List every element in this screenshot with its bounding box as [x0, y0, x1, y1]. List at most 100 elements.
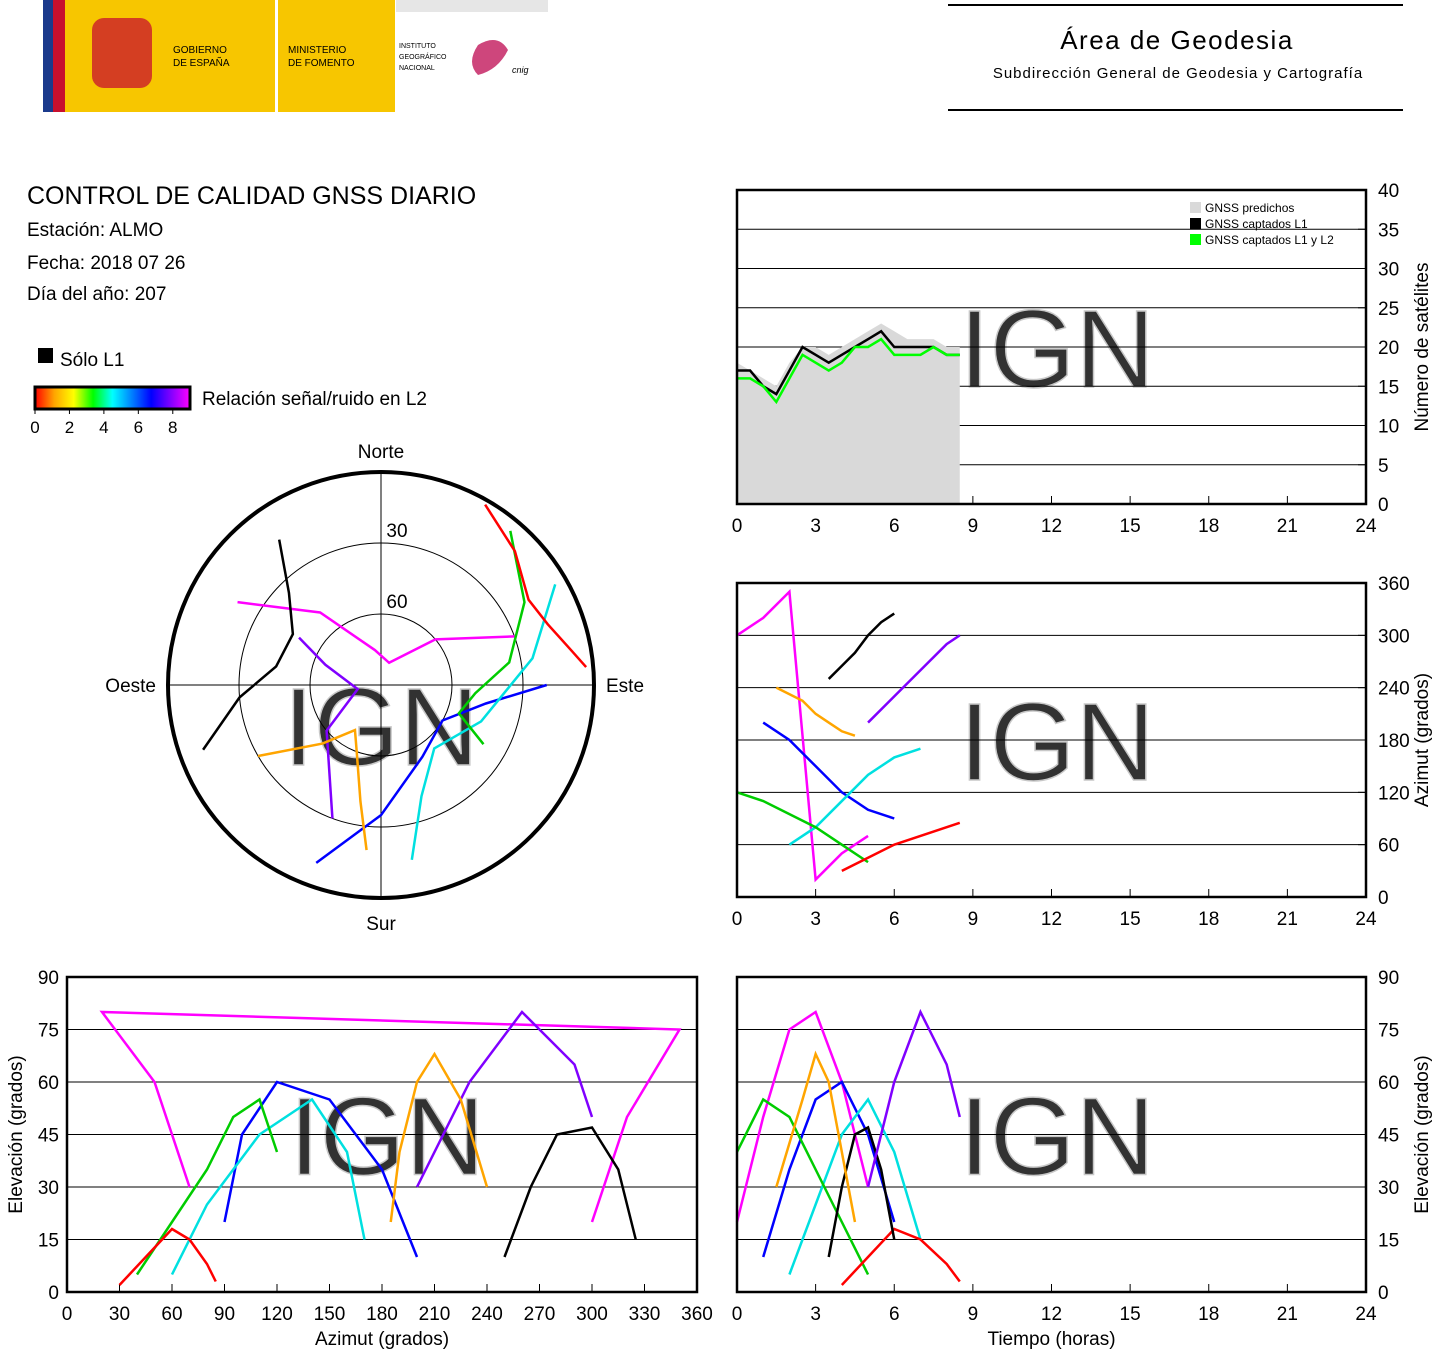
colorbar-tick-label: 2 [65, 418, 74, 437]
y-tick-label: 90 [1378, 968, 1399, 989]
cnig-logo [472, 40, 508, 75]
y-tick-label: 15 [1378, 1231, 1399, 1252]
x-tick-label: 180 [366, 1304, 398, 1325]
sky-track [298, 636, 360, 819]
plot-frame [65, 975, 699, 1294]
legend-label: GNSS captados L1 [1205, 217, 1308, 231]
y-tick-label: 300 [1378, 626, 1410, 647]
x-tick-label: 270 [524, 1304, 556, 1325]
track [775, 1050, 857, 1223]
plot-frame [735, 975, 1368, 1294]
report-title: CONTROL DE CALIDAD GNSS DIARIO [27, 182, 476, 210]
x-tick-label: 18 [1198, 516, 1219, 537]
coat-of-arms [92, 18, 152, 88]
x-tick-label: 120 [261, 1304, 293, 1325]
ring-label: 30 [386, 521, 407, 542]
track [503, 1126, 637, 1258]
x-tick-label: 12 [1041, 909, 1062, 930]
institute-text: GEOGRÁFICO [399, 52, 447, 61]
area [737, 323, 960, 504]
y-tick-label: 0 [1378, 888, 1389, 909]
sky-track [202, 539, 295, 751]
x-tick-label: 9 [968, 516, 979, 537]
legend-swatch [1190, 218, 1201, 229]
x-tick-label: 300 [576, 1304, 608, 1325]
y-tick-label: 30 [38, 1178, 59, 1199]
legend-swatch [1190, 202, 1201, 213]
y-axis-label: Azimut (grados) [1412, 673, 1433, 807]
x-tick-label: 15 [1120, 516, 1141, 537]
y-tick-label: 25 [1378, 299, 1399, 320]
y-tick-label: 40 [1378, 181, 1399, 202]
y-tick-label: 0 [1378, 495, 1389, 516]
track [737, 329, 960, 396]
x-tick-label: 3 [810, 909, 821, 930]
x-tick-label: 0 [732, 1304, 743, 1325]
x-tick-label: 15 [1120, 1304, 1141, 1325]
legend-swatch [1190, 234, 1201, 245]
track [735, 1097, 870, 1276]
ring-label: 60 [386, 592, 407, 613]
x-tick-label: 21 [1277, 1304, 1298, 1325]
subdirection: Subdirección General de Geodesia y Carto… [993, 65, 1363, 82]
track [775, 686, 856, 737]
track [415, 1010, 594, 1188]
y-tick-label: 15 [38, 1231, 59, 1252]
x-tick-label: 30 [109, 1304, 130, 1325]
sky-track [315, 683, 548, 864]
y-tick-label: 10 [1378, 417, 1399, 438]
y-tick-label: 60 [1378, 836, 1399, 857]
colorbar-tick-label: 4 [99, 418, 108, 437]
direction-label: Sur [366, 914, 396, 935]
track [866, 1008, 961, 1188]
horizon [166, 470, 596, 900]
track [788, 747, 921, 846]
track [99, 1010, 682, 1223]
x-tick-label: 150 [314, 1304, 346, 1325]
y-tick-label: 45 [38, 1126, 59, 1147]
track [736, 791, 869, 864]
direction-label: Oeste [105, 676, 156, 697]
logo-block: GOBIERNO DE ESPAÑA MINISTERIO DE FOMENTO… [43, 0, 548, 112]
l1-swatch [38, 348, 53, 363]
plot-frame [735, 581, 1368, 899]
x-tick-label: 6 [889, 1304, 900, 1325]
y-tick-label: 45 [1378, 1126, 1399, 1147]
y-tick-label: 240 [1378, 679, 1410, 700]
ministry-block [278, 0, 395, 112]
y-tick-label: 120 [1378, 783, 1410, 804]
sky-track [237, 600, 515, 665]
x-tick-label: 12 [1041, 516, 1062, 537]
track [788, 1097, 922, 1275]
x-tick-label: 0 [732, 909, 743, 930]
track [762, 721, 895, 820]
x-tick-label: 21 [1277, 909, 1298, 930]
track [841, 821, 961, 872]
track [223, 1080, 419, 1258]
track [735, 1010, 870, 1223]
ministry-text: MINISTERIO [288, 45, 347, 56]
track [867, 634, 961, 724]
y-tick-label: 90 [38, 968, 59, 989]
colorbar-tick-label: 8 [168, 418, 177, 437]
date: Fecha: 2018 07 26 [27, 253, 185, 274]
institute-bar [396, 0, 548, 12]
x-tick-label: 12 [1041, 1304, 1062, 1325]
x-tick-label: 15 [1120, 909, 1141, 930]
track [840, 1227, 961, 1286]
watermark: IGN [959, 1076, 1155, 1199]
x-tick-label: 210 [419, 1304, 451, 1325]
watermark: IGN [959, 681, 1155, 804]
y-tick-label: 0 [1378, 1283, 1389, 1304]
sky-track [410, 584, 557, 860]
track [736, 588, 869, 883]
area-title: Área de Geodesia [1060, 25, 1294, 55]
watermark: IGN [959, 288, 1155, 411]
track [827, 1125, 896, 1258]
x-tick-label: 360 [681, 1304, 713, 1325]
institute-text: NACIONAL [399, 65, 435, 72]
ministry-text: DE FOMENTO [288, 58, 355, 69]
track [762, 1080, 896, 1258]
